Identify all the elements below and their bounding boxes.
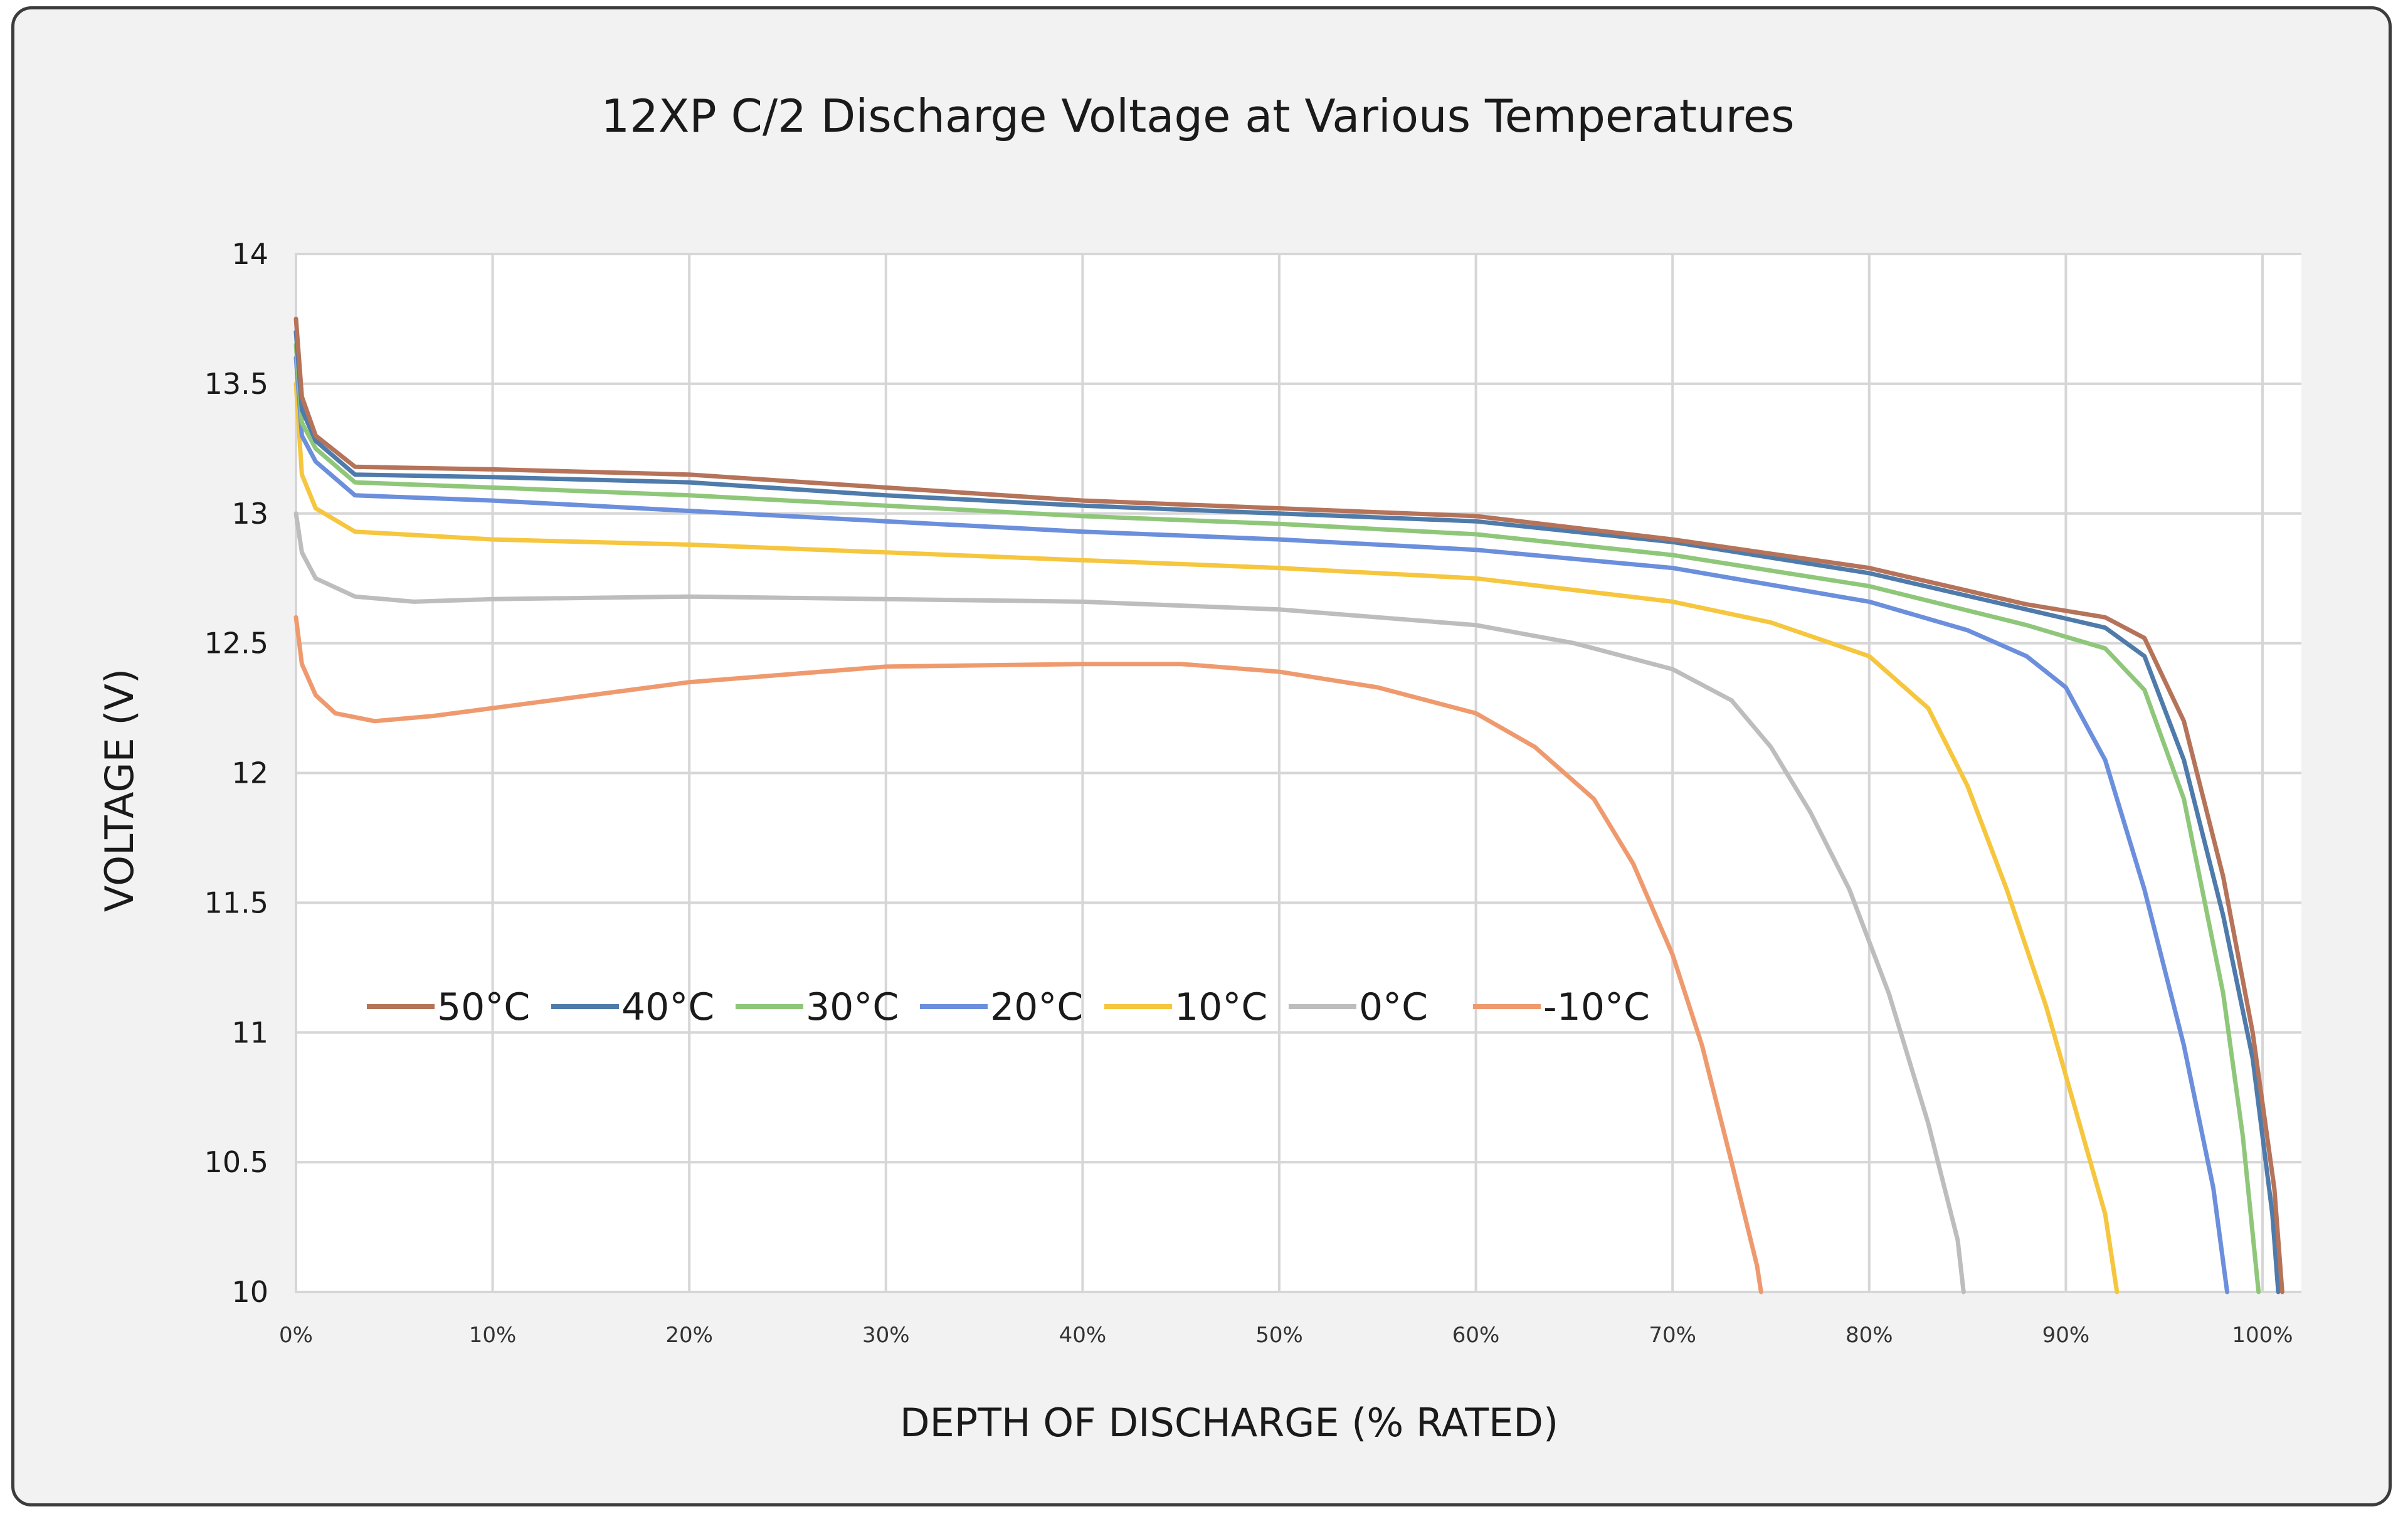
series-line-0c (293, 511, 1966, 1294)
x-axis-ticks: 0% 10% 20% 30% 40% 50% 60% 70% 80% 90% 100% (279, 1323, 2293, 1348)
y-axis-label: VOLTAGE (V) (97, 669, 142, 912)
x-tick-label: 20% (665, 1323, 713, 1348)
x-axis-label: DEPTH OF DISCHARGE (% RATED) (900, 1400, 1558, 1446)
x-tick-label: 100% (2232, 1323, 2293, 1348)
x-tick-label: 90% (2042, 1323, 2090, 1348)
legend-label: 10°C (1175, 985, 1267, 1029)
chart-title: 12XP C/2 Discharge Voltage at Various Te… (601, 90, 1794, 142)
legend: 50°C 40°C 30°C 20°C 10°C 0°C -10°C (367, 985, 1650, 1029)
y-tick-label: 13 (231, 497, 268, 531)
legend-label: -10°C (1543, 985, 1650, 1029)
y-tick-label: 11 (231, 1015, 268, 1049)
series-line-30c (293, 342, 2261, 1294)
y-tick-label: 10.5 (204, 1145, 268, 1179)
x-tick-label: 30% (862, 1323, 910, 1348)
y-tick-label: 14 (231, 237, 268, 271)
y-tick-label: 12.5 (204, 627, 268, 660)
series-line-10c (293, 381, 2120, 1294)
legend-label: 30°C (806, 985, 899, 1029)
y-tick-label: 12 (231, 756, 268, 790)
x-tick-label: 70% (1649, 1323, 1696, 1348)
legend-label: 50°C (437, 985, 530, 1029)
legend-label: 0°C (1359, 985, 1428, 1029)
series-lines (293, 316, 2284, 1294)
x-tick-label: 80% (1846, 1323, 1893, 1348)
series-line-40c (293, 329, 2281, 1294)
x-tick-label: 50% (1255, 1323, 1303, 1348)
y-tick-label: 11.5 (204, 886, 268, 919)
x-tick-label: 40% (1059, 1323, 1107, 1348)
x-tick-label: 60% (1452, 1323, 1500, 1348)
series-line-20c (293, 356, 2230, 1294)
x-tick-label: 10% (469, 1323, 517, 1348)
y-tick-label: 10 (231, 1275, 268, 1309)
y-axis-ticks: 10 10.5 11 11.5 12 12.5 13 13.5 14 (204, 237, 268, 1309)
legend-label: 20°C (990, 985, 1083, 1029)
series-line--10c (293, 615, 1763, 1294)
x-tick-label: 0% (279, 1323, 313, 1348)
y-tick-label: 13.5 (204, 367, 268, 401)
series-line-50c (293, 316, 2284, 1294)
legend-label: 40°C (621, 985, 714, 1029)
